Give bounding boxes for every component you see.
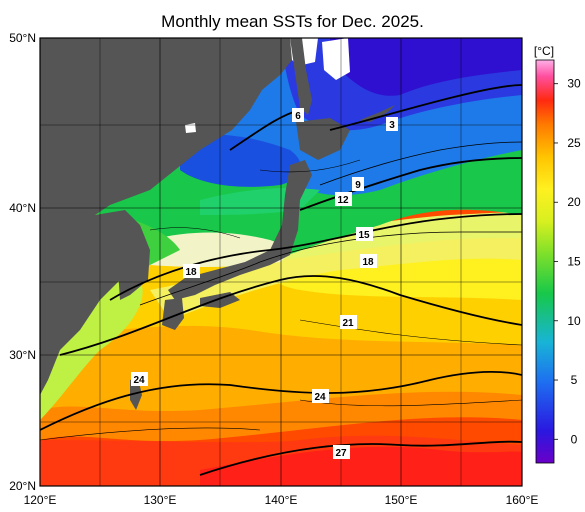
map-frame (39, 37, 523, 487)
colorbar-tick-label: 15 (567, 255, 581, 269)
colorbar-tick-label: 10 (567, 314, 581, 328)
contour-label-24-east: 24 (314, 392, 326, 403)
contour-label-21: 21 (342, 318, 354, 329)
lat-label-20n: 20°N (9, 479, 36, 493)
contour-label-12: 12 (337, 195, 349, 206)
isotherm-15 (139, 231, 522, 306)
colorbar-tick-label: 20 (567, 195, 581, 209)
isotherm-24 (40, 370, 522, 431)
colorbar-scale (535, 59, 555, 464)
contour-label-15: 15 (358, 230, 370, 241)
lon-label-130e: 130°E (144, 493, 177, 507)
latitude-labels: 50°N 40°N 30°N 20°N (9, 31, 36, 493)
isotherm-3 (329, 84, 522, 131)
contour-label-6: 6 (295, 111, 301, 122)
map-title: Monthly mean SSTs for Dec. 2025. (161, 12, 424, 31)
isotherm-27 (199, 440, 522, 476)
lat-label-50n: 50°N (9, 31, 36, 45)
isotherm-18 (109, 213, 522, 301)
contour-labels: 6 3 9 12 15 18 18 21 24 24 27 (131, 108, 398, 459)
contour-label-18-east: 18 (362, 257, 374, 268)
colorbar-tick-label: 0 (571, 432, 578, 446)
lat-label-40n: 40°N (9, 201, 36, 215)
lon-label-120e: 120°E (24, 493, 57, 507)
contour-label-24-west: 24 (133, 375, 145, 386)
longitude-labels: 120°E 130°E 140°E 150°E 160°E (24, 493, 539, 507)
isotherm-9 (319, 141, 522, 186)
lon-label-140e: 140°E (265, 493, 298, 507)
lon-label-150e: 150°E (385, 493, 418, 507)
contour-label-18-west: 18 (185, 267, 197, 278)
contour-label-9: 9 (355, 180, 361, 191)
colorbar-ticks: 30 25 20 15 10 5 0 (554, 77, 581, 446)
colorbar: [°C] 30 25 20 15 10 5 0 (534, 44, 581, 464)
contour-label-27: 27 (335, 448, 347, 459)
colorbar-tick-label: 30 (567, 77, 581, 91)
contour-label-3: 3 (389, 120, 395, 131)
colorbar-tick-label: 25 (567, 136, 581, 150)
colorbar-unit: [°C] (534, 44, 554, 58)
colorbar-tick-label: 5 (571, 373, 578, 387)
lat-label-30n: 30°N (9, 348, 36, 362)
lon-label-160e: 160°E (506, 493, 539, 507)
sst-field (40, 38, 522, 486)
